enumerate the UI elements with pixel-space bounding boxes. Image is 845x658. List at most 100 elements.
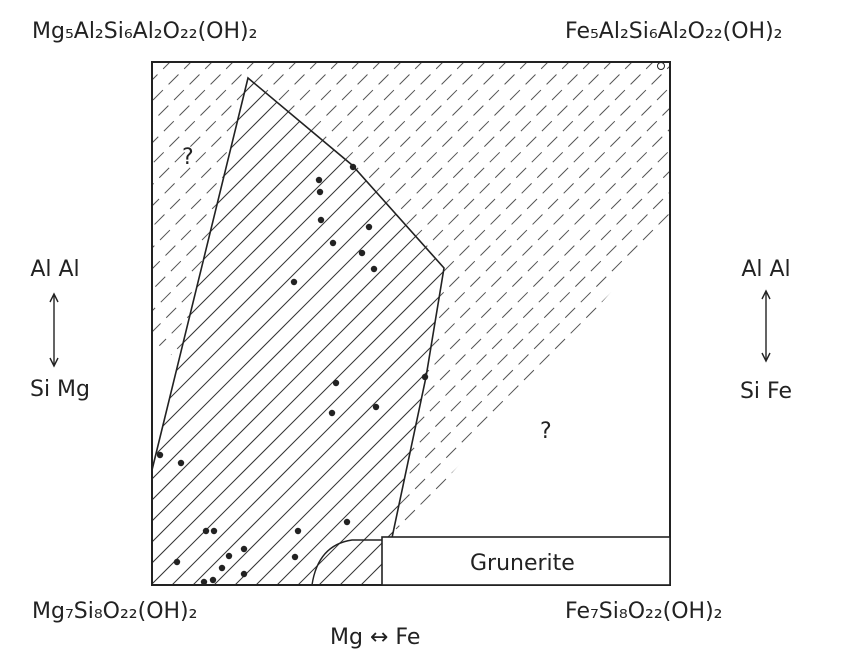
hatch-line — [832, 60, 845, 658]
grunerite-box — [381, 536, 671, 586]
hatch-line — [152, 78, 425, 585]
hatch-line — [222, 62, 670, 532]
hatch-line — [0, 60, 88, 658]
hatch-line — [152, 78, 444, 585]
hatch-line — [706, 60, 845, 658]
analysis-point — [240, 570, 248, 578]
hatch-line — [222, 78, 444, 585]
hatch-line — [790, 60, 845, 658]
hatch-line — [152, 62, 173, 532]
hatch-line — [159, 62, 670, 532]
hatch-line — [811, 60, 845, 658]
analysis-point — [316, 188, 324, 196]
axis-label: Mg ↔ Fe — [330, 625, 420, 650]
analysis-point — [349, 163, 357, 171]
hatch-line — [0, 60, 151, 658]
hatch-line — [0, 60, 88, 658]
analysis-point — [343, 518, 351, 526]
region-label: Grunerite — [470, 551, 575, 576]
analysis-point — [177, 459, 185, 467]
analysis-point — [365, 223, 373, 231]
corner-label: Fe₅Al₂Si₆Al₂O₂₂(OH)₂ — [565, 19, 782, 44]
hatch-line — [748, 60, 845, 658]
hatch-line — [152, 78, 444, 585]
hatch-line — [0, 60, 46, 658]
hatch-line — [152, 78, 341, 585]
analyses — [156, 163, 429, 586]
analysis-point — [358, 249, 366, 257]
analysis-point — [291, 553, 299, 561]
corner-curve — [311, 539, 382, 586]
question-mark: ? — [540, 419, 552, 444]
hatch-line — [152, 78, 383, 585]
analysis-point — [332, 379, 340, 387]
hatch-line — [0, 60, 130, 658]
hatch-line — [769, 60, 845, 658]
hatch-line — [0, 60, 25, 658]
analysis-point — [328, 409, 336, 417]
analysis-point — [218, 564, 226, 572]
analysis-point — [200, 578, 208, 586]
analysis-point — [329, 239, 337, 247]
hatch-line — [152, 78, 362, 585]
analysis-point — [370, 265, 378, 273]
hatch-line — [643, 60, 845, 658]
arrows — [49, 289, 771, 368]
hatch-line — [706, 60, 845, 658]
hatch-line — [152, 62, 299, 532]
analysis-point — [421, 373, 429, 381]
analysis-point — [202, 527, 210, 535]
question-mark: ? — [182, 145, 194, 170]
corner-label: Fe₇Si₈O₂₂(OH)₂ — [565, 599, 723, 624]
hatch-line — [0, 60, 25, 658]
hatch-line — [769, 60, 845, 658]
hatch-line — [152, 62, 320, 532]
solid-field-bg — [152, 78, 444, 585]
analysis-point — [225, 552, 233, 560]
hatch-line — [0, 60, 46, 658]
analysis-point — [156, 451, 164, 459]
hatch-line — [201, 78, 444, 585]
hatch-line — [152, 78, 444, 585]
analysis-point — [240, 545, 248, 553]
hatch-line — [152, 78, 444, 585]
hatch-line — [152, 78, 404, 585]
axis-label: Al Al — [30, 257, 79, 282]
analysis-point — [294, 527, 302, 535]
analysis-point — [290, 278, 298, 286]
analysis-point — [210, 527, 218, 535]
corner-label: Mg₇Si₈O₂₂(OH)₂ — [32, 599, 197, 624]
analysis-point — [372, 403, 380, 411]
corner-label: Mg₅Al₂Si₆Al₂O₂₂(OH)₂ — [32, 19, 257, 44]
analysis-point — [317, 216, 325, 224]
hatch-line — [264, 78, 444, 585]
hatch-line — [727, 60, 845, 658]
hatch-line — [664, 60, 845, 658]
hatch-line — [642, 62, 670, 532]
hatch-line — [152, 78, 444, 585]
axis-label: Si Fe — [740, 379, 792, 404]
hatch-line — [152, 62, 257, 532]
hatch-line — [180, 62, 670, 532]
analysis-point — [315, 176, 323, 184]
hatch-line — [152, 78, 444, 585]
analysis-point — [209, 576, 217, 584]
hatch-line — [243, 62, 670, 532]
hatch-line — [152, 78, 173, 585]
hatch-line — [243, 78, 444, 585]
hatch-line — [152, 78, 444, 585]
hatch-line — [832, 60, 845, 658]
hatch-line — [159, 78, 444, 585]
hatch-line — [0, 60, 130, 658]
hatch-line — [0, 60, 4, 658]
hatch-line — [0, 60, 151, 658]
hatch-line — [180, 78, 444, 585]
hatch-line — [663, 62, 670, 532]
axis-label: Al Al — [741, 257, 790, 282]
analysis-point — [173, 558, 181, 566]
hatch-line — [811, 60, 845, 658]
hatch-line — [0, 60, 4, 658]
hatch-line — [748, 60, 845, 658]
corner-point — [657, 62, 665, 70]
